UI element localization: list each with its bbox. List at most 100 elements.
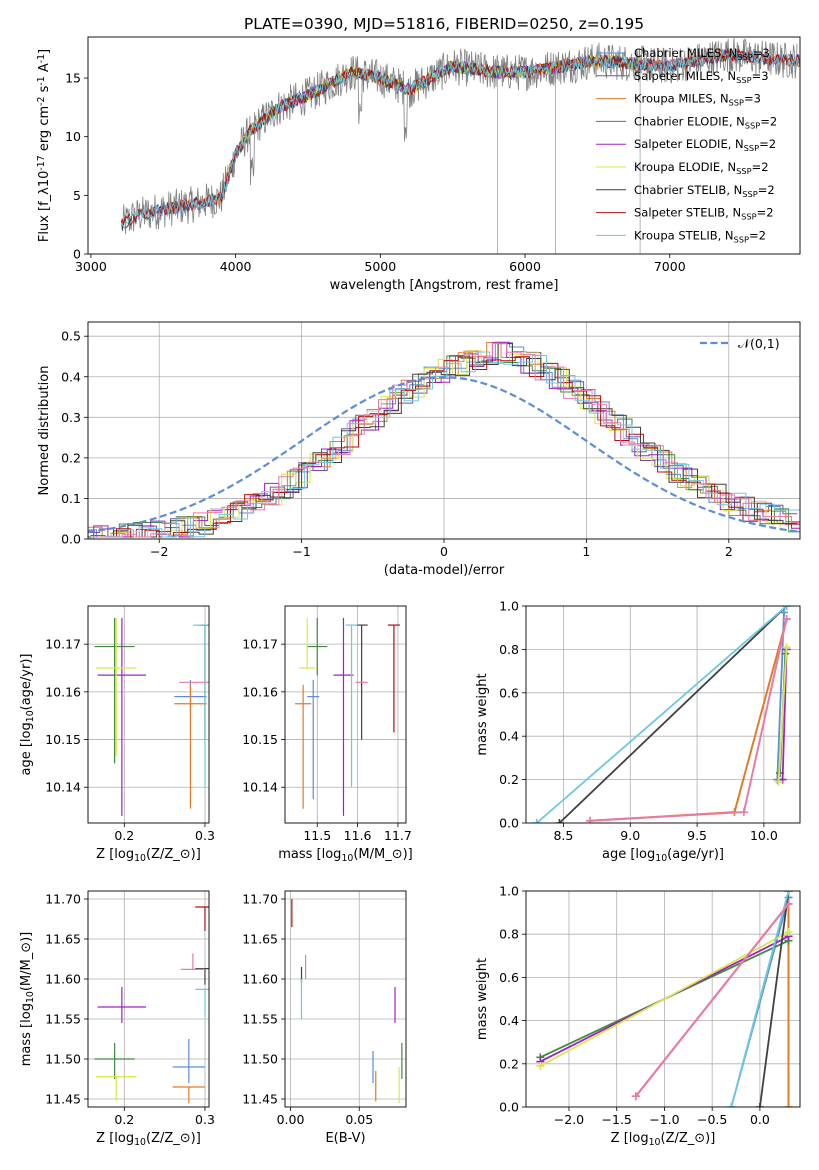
label-fragment: erg cm xyxy=(37,106,52,155)
normal-reference-curve xyxy=(88,376,800,533)
x-tick-label: 10.0 xyxy=(750,828,778,843)
legend-label: Kroupa ELODIE, NSSP=2 xyxy=(634,160,769,176)
errorbar-point-kroupa_elodie xyxy=(96,617,137,757)
label-fragment: SSP xyxy=(744,143,759,153)
label-fragment: mass weight xyxy=(475,673,490,755)
weight-marker xyxy=(784,899,793,908)
histogram-kroupa_elodie xyxy=(88,350,795,538)
axes-mass_vs_ebv: 0.00 0.05 11.45 11.50 11.55 11.60 11.65 11.70 E(… xyxy=(242,890,407,1146)
errorbar-point-kroupa_elodie xyxy=(299,617,316,669)
label-fragment: -1 xyxy=(36,54,47,63)
x-tick-label: 0.3 xyxy=(195,828,215,843)
y-tick-label: 10.16 xyxy=(45,684,81,699)
errorbar-point-kroupa_stelib xyxy=(345,624,358,788)
x-tick-label: −2 xyxy=(150,544,168,559)
label-fragment: SSP xyxy=(741,212,756,222)
errorbar-point-kroupa_miles xyxy=(174,684,207,809)
errorbar-point-chabrier_elodie xyxy=(94,1043,135,1079)
y-tick-label: 0.2 xyxy=(499,772,519,787)
plot-area-age_vs_mass xyxy=(285,606,406,823)
x-axis-label: age [log10(age/yr)] xyxy=(602,847,724,864)
weight-marker xyxy=(555,819,564,823)
y-axis-label: age [log10(age/yr)] xyxy=(19,654,36,776)
weight-marker xyxy=(784,1103,793,1107)
y-tick-label: 11.65 xyxy=(242,932,278,947)
x-tick-label: 7000 xyxy=(654,259,686,274)
y-tick-label: 11.70 xyxy=(45,892,81,907)
y-tick-label: 0.6 xyxy=(499,685,519,700)
y-axis-label: Flux [f_λ10-17 erg cm-2 s-1 A-1] xyxy=(36,49,52,242)
x-tick-label: −0.5 xyxy=(697,1112,727,1127)
model-spectrum-kroupa_elodie xyxy=(220,53,641,200)
label-fragment: (M/M_⊙)] xyxy=(353,847,412,862)
label-fragment: Salpeter ELODIE, N xyxy=(634,137,744,151)
label-fragment: Normed distribution xyxy=(37,366,52,496)
weight-marker xyxy=(784,928,793,937)
y-tick-label: 1.0 xyxy=(499,599,519,614)
weight-marker xyxy=(739,808,748,817)
y-tick-label: 0.0 xyxy=(499,1100,519,1115)
y-tick-label: 11.55 xyxy=(242,1012,278,1027)
y-tick-label: 11.45 xyxy=(45,1092,81,1107)
histogram-chabrier_elodie xyxy=(90,355,800,539)
axes-frame xyxy=(87,890,210,1108)
y-tick-label: 0.8 xyxy=(499,927,519,942)
x-tick-label: 0.2 xyxy=(114,828,134,843)
y-tick-label: 0.4 xyxy=(61,369,81,384)
label-fragment: (M/M_⊙)] xyxy=(19,932,34,991)
label-fragment: wavelength [Angstrom, rest frame] xyxy=(330,278,559,293)
y-tick-label: 10.14 xyxy=(45,780,81,795)
label-fragment: Z [log xyxy=(96,1131,134,1146)
label-fragment: SSP xyxy=(734,234,749,244)
y-tick-label: 10 xyxy=(65,129,81,144)
weight-marker xyxy=(536,1061,545,1070)
x-tick-label: 9.5 xyxy=(687,828,707,843)
legend-label: Kroupa STELIB, NSSP=2 xyxy=(634,228,766,244)
axes-residuals: −2 −1 0 1 2 0.0 0.1 0.2 0.3 0.4 0.5 (data-model)/er… xyxy=(37,321,801,578)
errorbar-point-hist_pink xyxy=(180,953,205,971)
errorbar-point-kroupa_stelib xyxy=(192,624,209,788)
label-fragment: =2 xyxy=(760,114,777,128)
label-fragment: -1 xyxy=(36,76,47,85)
label-fragment: (Z/Z_⊙)] xyxy=(146,1131,201,1146)
y-tick-label: 11.50 xyxy=(242,1052,278,1067)
y-tick-label: 11.60 xyxy=(45,972,81,987)
errorbar-point-kroupa_miles xyxy=(172,1086,205,1103)
label-fragment: Z [log xyxy=(611,1131,649,1146)
label-fragment: SSP xyxy=(737,52,752,62)
x-axis-label: E(B-V) xyxy=(325,1131,365,1146)
axes-age_vs_mass: 11.5 11.6 11.7 10.14 10.15 10.16 10.17 mass [lo… xyxy=(242,605,413,864)
label-fragment: 10 xyxy=(25,710,36,722)
x-axis-label: mass [log10(M/M_⊙)] xyxy=(278,847,413,864)
label-fragment: E(B-V) xyxy=(325,1131,365,1146)
weight-marker xyxy=(778,775,787,784)
label-fragment: =3 xyxy=(744,92,761,106)
plot-area-mass_vs_ebv xyxy=(285,891,406,1107)
label-fragment: (Z/Z_⊙)] xyxy=(146,847,201,862)
label-fragment: ] xyxy=(37,49,52,54)
axes-spectrum: 3000 4000 5000 6000 7000 0 5 10 15 wavelength [An… xyxy=(36,36,801,293)
y-tick-label: 0.8 xyxy=(499,642,519,657)
legend-label: 𝒩(0,1) xyxy=(738,336,780,351)
y-tick-label: 0.6 xyxy=(499,970,519,985)
y-tick-label: 11.55 xyxy=(45,1012,81,1027)
weight-line-kroupa_elodie xyxy=(777,647,788,782)
x-tick-label: 11.6 xyxy=(344,828,372,843)
y-tick-label: 11.70 xyxy=(242,892,278,907)
y-tick-label: 10.17 xyxy=(242,637,278,652)
x-axis-label: wavelength [Angstrom, rest frame] xyxy=(330,278,559,293)
label-fragment: (age/yr)] xyxy=(667,847,724,862)
y-tick-label: 0.3 xyxy=(61,410,81,425)
weight-line-hist_pink xyxy=(635,903,790,1097)
label-fragment: SSP xyxy=(729,98,744,108)
label-fragment: =3 xyxy=(753,46,770,60)
weight-marker xyxy=(784,891,793,895)
weight-marker xyxy=(755,1103,764,1107)
weight-line-kroupa_stelib xyxy=(536,606,788,823)
label-fragment: 10 xyxy=(134,853,146,864)
axes-mass_vs_Z: 0.2 0.3 11.45 11.50 11.55 11.60 11.65 11.70 Z [l… xyxy=(19,890,215,1148)
x-tick-label: 8.5 xyxy=(553,828,573,843)
x-tick-label: −1.0 xyxy=(649,1112,679,1127)
model-spectrum-kroupa_stelib xyxy=(120,49,800,230)
